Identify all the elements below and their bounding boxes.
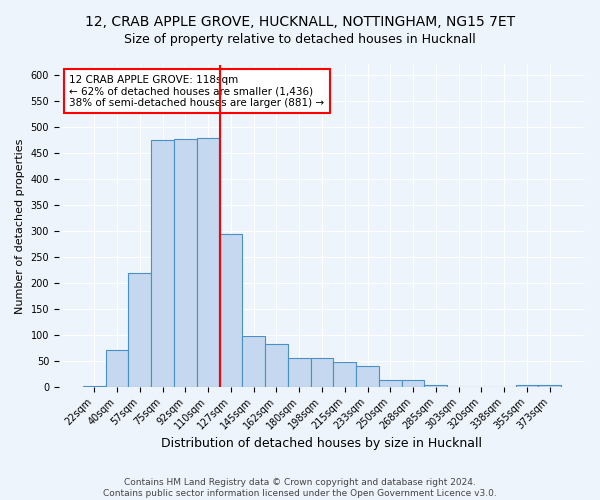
Bar bbox=[311, 358, 334, 387]
Bar bbox=[220, 234, 242, 387]
Bar bbox=[242, 336, 265, 387]
Bar bbox=[288, 358, 311, 387]
Bar bbox=[174, 138, 197, 387]
X-axis label: Distribution of detached houses by size in Hucknall: Distribution of detached houses by size … bbox=[161, 437, 482, 450]
Y-axis label: Number of detached properties: Number of detached properties bbox=[15, 138, 25, 314]
Bar bbox=[538, 386, 561, 387]
Bar bbox=[106, 350, 128, 387]
Text: Size of property relative to detached houses in Hucknall: Size of property relative to detached ho… bbox=[124, 32, 476, 46]
Bar bbox=[197, 138, 220, 387]
Bar bbox=[424, 386, 447, 387]
Bar bbox=[128, 272, 151, 387]
Text: 12 CRAB APPLE GROVE: 118sqm
← 62% of detached houses are smaller (1,436)
38% of : 12 CRAB APPLE GROVE: 118sqm ← 62% of det… bbox=[70, 74, 325, 108]
Bar bbox=[356, 366, 379, 387]
Bar bbox=[151, 140, 174, 387]
Text: Contains HM Land Registry data © Crown copyright and database right 2024.
Contai: Contains HM Land Registry data © Crown c… bbox=[103, 478, 497, 498]
Text: 12, CRAB APPLE GROVE, HUCKNALL, NOTTINGHAM, NG15 7ET: 12, CRAB APPLE GROVE, HUCKNALL, NOTTINGH… bbox=[85, 15, 515, 29]
Bar bbox=[401, 380, 424, 387]
Bar bbox=[334, 362, 356, 387]
Bar bbox=[83, 386, 106, 387]
Bar bbox=[265, 344, 288, 387]
Bar bbox=[379, 380, 401, 387]
Bar bbox=[515, 386, 538, 387]
